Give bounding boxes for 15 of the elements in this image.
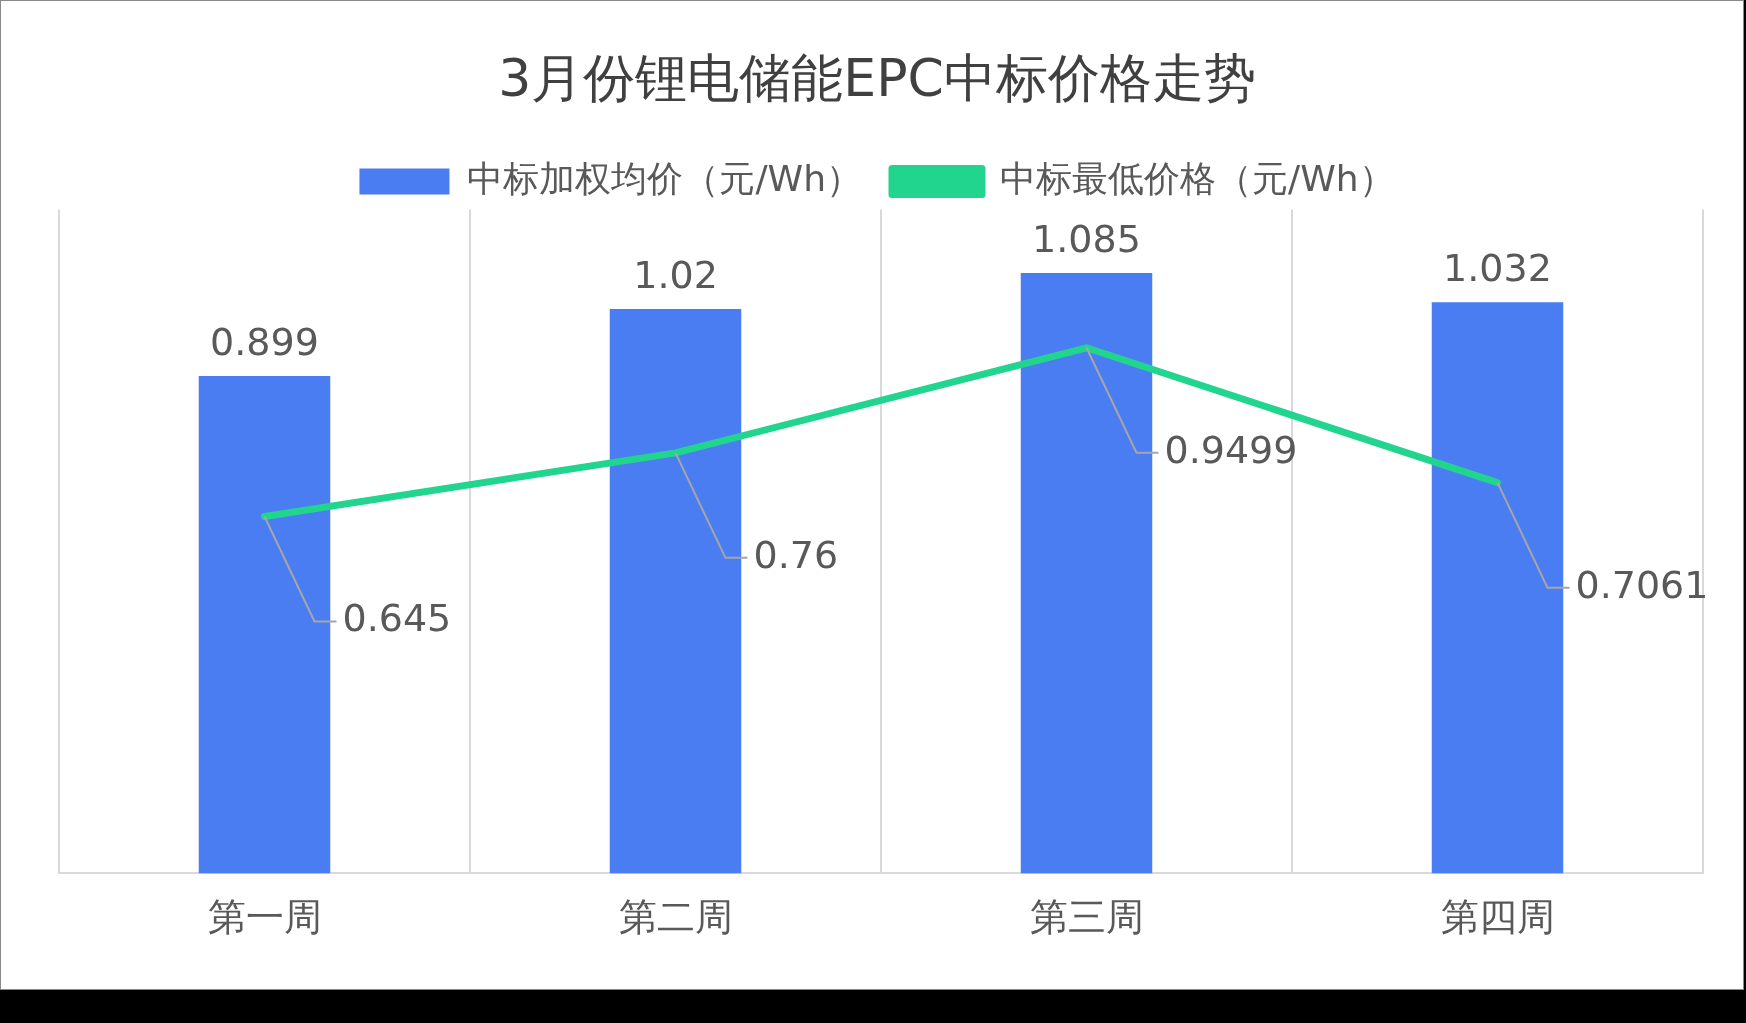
data-label: 1.085: [1032, 216, 1141, 261]
x-tick-label: 第二周: [618, 895, 733, 940]
chart-title: 3月份锂电储能EPC中标价格走势: [498, 47, 1256, 108]
data-label: 1.032: [1443, 246, 1552, 291]
x-tick-label: 第三周: [1029, 895, 1144, 940]
legend-label: 中标加权均价（元/Wh）: [467, 157, 863, 199]
data-label: 0.899: [210, 319, 319, 364]
legend-label: 中标最低价格（元/Wh）: [1000, 157, 1395, 199]
data-label: 0.7061: [1575, 562, 1709, 607]
data-label: 0.76: [753, 532, 839, 577]
data-label: 1.02: [633, 252, 718, 297]
data-label: 0.645: [342, 596, 452, 641]
data-label: 0.9499: [1164, 427, 1298, 472]
x-tick-label: 第四周: [1440, 895, 1555, 940]
x-tick-label: 第一周: [207, 895, 322, 940]
